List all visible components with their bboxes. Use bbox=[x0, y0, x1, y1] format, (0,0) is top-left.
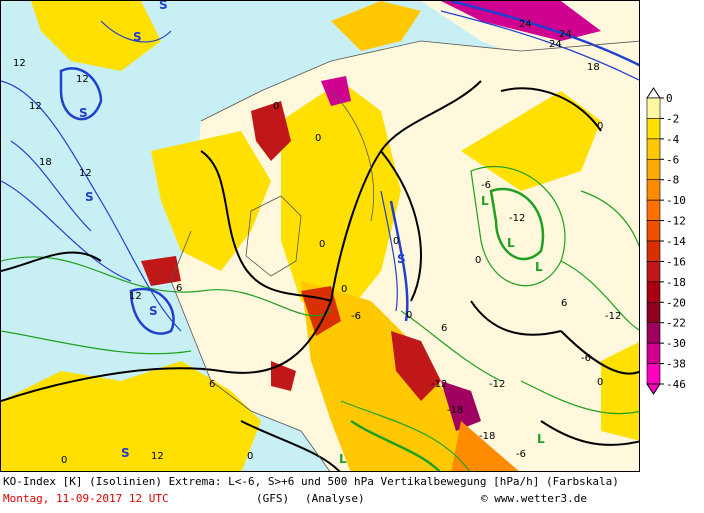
legend-tick-label: -6 bbox=[666, 153, 679, 166]
label: 12 bbox=[129, 291, 142, 302]
contour-labels: 12 12 12 18 12 12 6 0 0 0 0 0 0 0 -6 -6 … bbox=[13, 19, 621, 466]
legend-tick-label: -2 bbox=[666, 112, 679, 125]
label: -18 bbox=[447, 405, 463, 416]
low-marker: L bbox=[537, 432, 545, 446]
model-label: (GFS) bbox=[256, 492, 290, 505]
label: 18 bbox=[587, 62, 600, 73]
legend-tick-label: -46 bbox=[666, 378, 686, 391]
legend-canvas: 0 -2 -4 -6 -8 -10 -12 -14 -16 -18 -20 -22 -30 -38 -46 bbox=[646, 87, 686, 395]
legend-tick-label: 0 bbox=[666, 92, 673, 105]
extrema-labels: S S S S S S S L L L L L bbox=[79, 1, 545, 466]
label: 24 bbox=[559, 29, 572, 40]
legend-swatch bbox=[646, 301, 661, 324]
legend-tick-label: -10 bbox=[666, 194, 686, 207]
label: 12 bbox=[76, 74, 89, 85]
legend-swatch bbox=[646, 118, 661, 140]
label: 12 bbox=[151, 451, 164, 462]
label: 0 bbox=[597, 121, 603, 132]
label: -12 bbox=[605, 311, 621, 322]
label: 24 bbox=[519, 19, 532, 30]
label: 6 bbox=[176, 283, 182, 294]
caption: KO-Index [K] (Isolinien) Extrema: L<-6, … bbox=[0, 473, 640, 513]
high-marker: S bbox=[79, 106, 88, 120]
legend-swatch bbox=[646, 322, 661, 344]
label: 12 bbox=[29, 101, 42, 112]
map-canvas: 12 12 12 18 12 12 6 0 0 0 0 0 0 0 -6 -6 … bbox=[1, 1, 639, 471]
high-marker: S bbox=[85, 190, 94, 204]
legend-tick-label: -20 bbox=[666, 296, 686, 309]
legend-swatch bbox=[646, 138, 661, 160]
label: 24 bbox=[549, 39, 562, 50]
high-marker: S bbox=[121, 446, 130, 460]
label: 0 bbox=[406, 310, 412, 321]
legend-tick-label: -22 bbox=[666, 317, 686, 330]
weather-map: 12 12 12 18 12 12 6 0 0 0 0 0 0 0 -6 -6 … bbox=[0, 0, 640, 472]
legend-swatch bbox=[646, 179, 661, 201]
high-marker: S bbox=[149, 304, 158, 318]
label: -12 bbox=[509, 213, 525, 224]
legend-tick-label: -4 bbox=[666, 133, 680, 146]
legend-swatch bbox=[646, 97, 661, 119]
coastlines bbox=[170, 40, 639, 471]
label: 0 bbox=[247, 451, 253, 462]
caption-title: KO-Index [K] (Isolinien) Extrema: L<-6, … bbox=[3, 475, 619, 488]
legend-swatch bbox=[646, 240, 661, 262]
low-marker: L bbox=[481, 194, 489, 208]
label: 18 bbox=[39, 157, 52, 168]
legend-swatch bbox=[646, 363, 661, 385]
legend-tick-label: -8 bbox=[666, 174, 679, 187]
legend-tick-label: -16 bbox=[666, 255, 686, 268]
low-marker: L bbox=[535, 260, 543, 274]
legend-tick-label: -38 bbox=[666, 358, 686, 371]
legend-arrow-top bbox=[646, 87, 661, 99]
legend-arrow-bottom bbox=[646, 383, 661, 395]
label: 0 bbox=[61, 455, 67, 466]
label: 0 bbox=[393, 236, 399, 247]
blue-contours bbox=[1, 1, 639, 335]
date-label: Montag, 11-09-2017 12 UTC bbox=[3, 492, 169, 505]
legend-tick-label: -18 bbox=[666, 276, 686, 289]
label: 0 bbox=[273, 101, 279, 112]
legend-tick-label: -30 bbox=[666, 337, 686, 350]
label: 0 bbox=[341, 284, 347, 295]
legend-swatch bbox=[646, 220, 661, 242]
legend-tick-label: -14 bbox=[666, 235, 686, 248]
analysis-label: (Analyse) bbox=[305, 492, 365, 505]
legend-swatch bbox=[646, 342, 661, 364]
caption-footer: Montag, 11-09-2017 12 UTC (GFS) (Analyse… bbox=[3, 491, 587, 507]
label: 12 bbox=[13, 58, 26, 69]
label: 0 bbox=[315, 133, 321, 144]
high-marker: S bbox=[397, 252, 406, 266]
legend-tick-label: -12 bbox=[666, 215, 686, 228]
label: 6 bbox=[209, 379, 215, 390]
label: 6 bbox=[441, 323, 447, 334]
label: -18 bbox=[479, 431, 495, 442]
label: -6 bbox=[516, 449, 526, 460]
label: 0 bbox=[597, 377, 603, 388]
label: -6 bbox=[481, 180, 491, 191]
high-marker: S bbox=[159, 1, 168, 12]
label: 0 bbox=[475, 255, 481, 266]
low-marker: L bbox=[339, 452, 347, 466]
legend-swatch bbox=[646, 199, 661, 221]
color-scale-legend: 0 -2 -4 -6 -8 -10 -12 -14 -16 -18 -20 -22 -30 -38 -46 bbox=[643, 86, 704, 396]
label: -12 bbox=[431, 379, 447, 390]
high-marker: S bbox=[133, 30, 142, 44]
label: -6 bbox=[581, 353, 591, 364]
green-contours bbox=[1, 165, 639, 471]
label: 6 bbox=[561, 298, 567, 309]
label: -12 bbox=[489, 379, 505, 390]
label: 12 bbox=[79, 168, 92, 179]
copyright-label: © www.wetter3.de bbox=[481, 492, 587, 505]
label: -6 bbox=[351, 311, 361, 322]
legend-swatch bbox=[646, 261, 661, 283]
legend-swatch bbox=[646, 158, 661, 181]
legend-swatch bbox=[646, 281, 661, 303]
low-marker: L bbox=[507, 236, 515, 250]
label: 0 bbox=[319, 239, 325, 250]
black-contours bbox=[1, 80, 639, 471]
